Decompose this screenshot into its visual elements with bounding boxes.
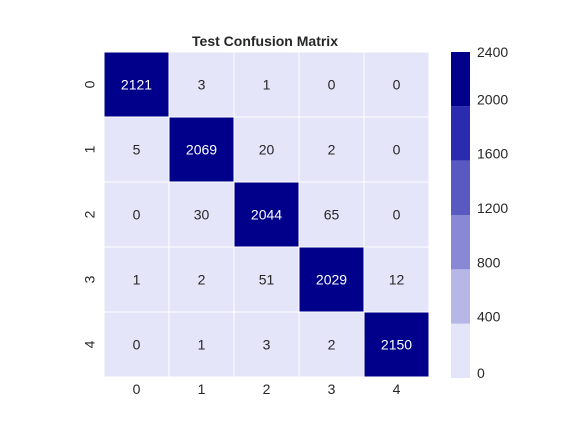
heatmap-cell (103, 246, 170, 313)
colorbar-segment (451, 160, 470, 215)
heatmap-cell (103, 51, 170, 118)
heatmap-cell (363, 181, 430, 248)
heatmap-cells: 2121 3 1 0 05 2069 20 2 00 30 2044 65 01 2 51 2029 120 1 3… (103, 51, 430, 378)
heatmap-cell (233, 246, 300, 313)
heatmap-cell (298, 51, 365, 118)
colorbar-segment (451, 215, 470, 270)
heatmap-cell (233, 116, 300, 183)
colorbar-tick-label: 800 (477, 254, 501, 270)
y-tick-label: 1 (82, 145, 98, 153)
cell-value-label: 1 (198, 337, 206, 353)
cell-value-label: 51 (259, 272, 275, 288)
x-tick-label: 0 (133, 381, 141, 397)
heatmap-cell (363, 311, 430, 378)
y-tick-label: 4 (82, 340, 98, 348)
heatmap-cell (168, 181, 235, 248)
cell-value-label: 0 (133, 337, 141, 353)
colorbar-segment (451, 323, 470, 378)
cell-value-label: 20 (259, 142, 275, 158)
colorbar-segment (451, 106, 470, 161)
colorbar-segment (451, 52, 470, 107)
cell-value-label: 0 (133, 207, 141, 223)
cell-value-label: 2121 (121, 77, 152, 93)
cell-value-label: 3 (198, 77, 206, 93)
cell-value-label: 12 (389, 272, 405, 288)
cell-value-label: 0 (328, 77, 336, 93)
cell-value-label: 30 (194, 207, 210, 223)
colorbar-tick-label: 2000 (477, 91, 508, 107)
cell-value-label: 2150 (381, 337, 412, 353)
cell-value-label: 2 (328, 337, 336, 353)
x-tick-label: 3 (328, 381, 336, 397)
heatmap-cell (168, 246, 235, 313)
colorbar-segment (451, 269, 470, 324)
cell-value-label: 2029 (316, 272, 347, 288)
heatmap-cell (168, 311, 235, 378)
cell-value-label: 2 (198, 272, 206, 288)
cell-value-label: 1 (263, 77, 271, 93)
heatmap-cell (103, 311, 170, 378)
heatmap-cell (363, 246, 430, 313)
colorbar-tick-label: 0 (477, 365, 485, 381)
colorbar-tick-label: 1200 (477, 200, 508, 216)
colorbar-tick-label: 400 (477, 309, 501, 325)
heatmap-cell (103, 116, 170, 183)
cell-value-label: 2 (328, 142, 336, 158)
y-tick-label: 0 (82, 80, 98, 88)
heatmap-cell (168, 51, 235, 118)
y-axis-ticks: 0 1 2 3 4 (82, 80, 98, 348)
x-tick-label: 4 (393, 381, 401, 397)
heatmap-cell (233, 311, 300, 378)
colorbar-tick-label: 2400 (477, 44, 508, 60)
heatmap-cell (298, 246, 365, 313)
x-tick-label: 2 (263, 381, 271, 397)
cell-value-label: 5 (133, 142, 141, 158)
colorbar: 0 400 800 1200 1600 2000 2400 (451, 44, 508, 381)
heatmap-cell (233, 51, 300, 118)
y-tick-label: 2 (82, 210, 98, 218)
cell-value-label: 0 (393, 77, 401, 93)
cell-value-label: 65 (324, 207, 340, 223)
x-axis-ticks: 0 1 2 3 4 (133, 381, 401, 397)
cell-value-label: 2044 (251, 207, 282, 223)
chart-title: Test Confusion Matrix (192, 33, 338, 49)
x-tick-label: 1 (198, 381, 206, 397)
cell-value-label: 3 (263, 337, 271, 353)
cell-value-label: 0 (393, 142, 401, 158)
cell-value-label: 0 (393, 207, 401, 223)
heatmap-cell (298, 181, 365, 248)
heatmap-cell (363, 116, 430, 183)
y-tick-label: 3 (82, 275, 98, 283)
colorbar-tick-label: 1600 (477, 146, 508, 162)
cell-value-label: 2069 (186, 142, 217, 158)
cell-value-label: 1 (133, 272, 141, 288)
